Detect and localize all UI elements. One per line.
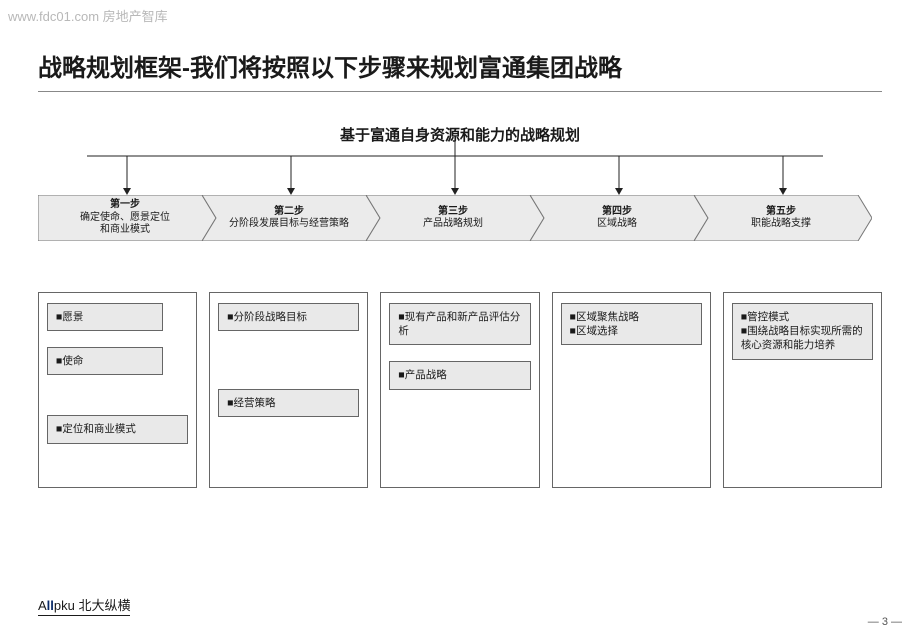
logo-accent: ll — [47, 598, 54, 613]
logo-prefix: A — [38, 598, 47, 613]
detail-boxes: ■愿景 ■使命 ■定位和商业模式 ■分阶段战略目标 ■经营策略 ■现有产品和新产品评估分析… — [38, 292, 882, 488]
detail-item: ■区域聚焦战略 ■区域选择 — [561, 303, 702, 345]
detail-box-5: ■管控模式 ■围绕战略目标实现所需的核心资源和能力培养 — [723, 292, 882, 488]
detail-item: ■管控模式 ■围绕战略目标实现所需的核心资源和能力培养 — [732, 303, 873, 360]
chevron-step-1: 第一步确定使命、愿景定位 和商业模式 — [38, 195, 216, 241]
chevron-step-2: 第二步分阶段发展目标与经营策略 — [202, 195, 380, 241]
connector-arrows — [38, 150, 882, 200]
page-title: 战略规划框架-我们将按照以下步骤来规划富通集团战略 — [38, 48, 882, 92]
detail-box-1: ■愿景 ■使命 ■定位和商业模式 — [38, 292, 197, 488]
slide: 战略规划框架-我们将按照以下步骤来规划富通集团战略 基于富通自身资源和能力的战略… — [38, 48, 882, 145]
chevron-label: 第四步区域战略 — [544, 195, 690, 241]
detail-item: ■产品战略 — [389, 361, 530, 389]
watermark: www.fdc01.com 房地产智库 — [8, 6, 168, 25]
detail-box-3: ■现有产品和新产品评估分析 ■产品战略 — [380, 292, 539, 488]
detail-item: ■经营策略 — [218, 389, 359, 417]
chevron-step-5: 第五步职能战略支撑 — [694, 195, 872, 241]
chevron-label: 第二步分阶段发展目标与经营策略 — [216, 195, 362, 241]
detail-item: ■定位和商业模式 — [47, 415, 188, 443]
detail-box-4: ■区域聚焦战略 ■区域选择 — [552, 292, 711, 488]
logo-suffix: pku 北大纵横 — [54, 598, 131, 613]
chevron-row: 第一步确定使命、愿景定位 和商业模式第二步分阶段发展目标与经营策略第三步产品战略… — [38, 195, 894, 241]
chevron-label: 第五步职能战略支撑 — [708, 195, 854, 241]
detail-box-2: ■分阶段战略目标 ■经营策略 — [209, 292, 368, 488]
detail-item: ■愿景 — [47, 303, 163, 331]
detail-item: ■分阶段战略目标 — [218, 303, 359, 331]
detail-item: ■现有产品和新产品评估分析 — [389, 303, 530, 345]
detail-item: ■使命 — [47, 347, 163, 375]
chevron-label: 第一步确定使命、愿景定位 和商业模式 — [52, 195, 198, 241]
chevron-step-3: 第三步产品战略规划 — [366, 195, 544, 241]
footer-logo: Allpku 北大纵横 — [38, 595, 130, 616]
page-number: — 3 — — [868, 616, 902, 628]
chevron-label: 第三步产品战略规划 — [380, 195, 526, 241]
subtitle: 基于富通自身资源和能力的战略规划 — [38, 124, 882, 145]
chevron-step-4: 第四步区域战略 — [530, 195, 708, 241]
